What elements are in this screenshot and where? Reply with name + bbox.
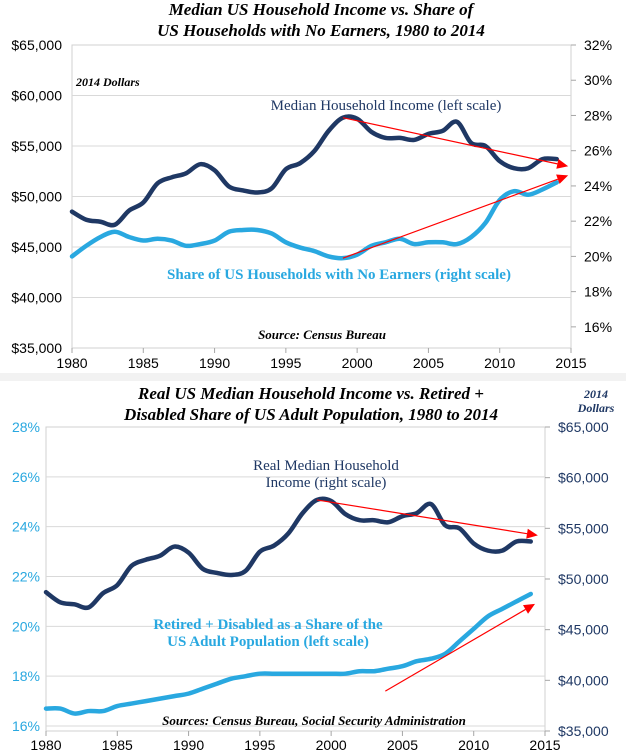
left-axis-tick-label: $45,000 [11,239,62,255]
right-axis-tick-label: 28% [584,107,612,123]
trend-arrow-line-0 [316,499,528,535]
chart-2-title-line-1: Real US Median Household Income vs. Reti… [137,384,484,403]
left-axis-tick-label: 18% [12,668,40,684]
chart-2-series-label-retired-line-2: US Adult Population (left scale) [167,634,369,650]
left-axis-tick-label: $55,000 [11,138,62,154]
x-axis-tick-label: 2000 [342,355,373,371]
right-axis-tick-label: $35,000 [558,723,609,739]
series-line-1 [43,591,533,716]
trend-arrow-head-1 [556,174,569,184]
right-axis-tick-label: $40,000 [558,672,609,688]
chart-2-title-line-2: Disabled Share of US Adult Population, 1… [123,405,498,424]
x-axis-tick-label: 1985 [128,355,159,371]
x-axis-tick-label: 1980 [30,737,61,753]
right-axis-tick-label: $45,000 [558,622,609,638]
trend-arrow-line-1 [342,178,559,259]
chart-1-left-axis: $35,000 $40,000 $45,000 $50,000 $55,000 $60,0… [11,37,62,356]
chart-1-source: Source: Census Bureau [258,327,386,342]
left-axis-tick-label: $35,000 [11,340,62,356]
chart-2-series-label-income-line-1: Real Median Household [253,458,399,474]
trend-arrow-line-1 [385,608,526,692]
chart-2-series-label-retired-line-1: Retired + Disabled as a Share of the [153,617,383,633]
series-line-0 [69,114,559,228]
chart-1-series-label-no-earners: Share of US Households with No Earners (… [167,267,511,283]
chart-2-trend-arrows [316,499,538,692]
left-axis-tick-label: 26% [12,469,40,485]
right-axis-tick-label: 32% [584,37,612,53]
chart-1-series-label-income: Median Household Income (left scale) [271,98,502,114]
x-axis-tick-label: 2010 [458,737,489,753]
chart-1-right-axis: 16% 18% 20% 22% 24% 26% 28% 30% 32% [571,37,612,335]
chart-1-title-line-1: Median US Household Income vs. Share of [168,0,476,19]
right-axis-tick-label: $50,000 [558,571,609,587]
chart-2-gridlines [46,476,545,727]
left-axis-tick-label: $60,000 [11,88,62,104]
right-axis-tick-label: 30% [584,72,612,88]
x-axis-tick-label: 2005 [387,737,418,753]
left-axis-tick-label: $40,000 [11,290,62,306]
x-axis-tick-label: 2010 [484,355,515,371]
chart-2-x-axis: 1980 1985 1990 1995 2000 2005 2010 2015 [30,731,561,753]
series-line-1 [69,180,559,261]
chart-1-title-line-2: US Households with No Earners, 1980 to 2… [157,21,485,40]
chart-2-right-axis: $35,000 $40,000 $45,000 $50,000 $55,000 $60,0… [545,419,609,739]
chart-1-trend-arrows [342,117,569,259]
right-axis-tick-label: 24% [584,178,612,194]
right-axis-tick-label: 18% [584,284,612,300]
x-axis-tick-label: 1985 [102,737,133,753]
x-axis-tick-label: 2015 [555,355,586,371]
chart-2-unit-note-line-1: 2014 [583,387,608,401]
chart-1-x-axis: 1980 1985 1990 1995 2000 2005 2010 2015 [56,348,587,371]
left-axis-tick-label: 22% [12,569,40,585]
chart-separator [0,373,626,381]
chart-1-series [69,114,559,261]
right-axis-tick-label: 20% [584,248,612,264]
trend-arrow-line-0 [342,117,558,165]
chart-1-unit-note: 2014 Dollars [75,75,140,89]
x-axis-tick-label: 1995 [244,737,275,753]
right-axis-tick-label: $60,000 [558,470,609,486]
x-axis-tick-label: 2000 [316,737,347,753]
right-axis-tick-label: $55,000 [558,520,609,536]
x-axis-tick-label: 2005 [413,355,444,371]
left-axis-tick-label: 16% [12,718,40,734]
right-axis-tick-label: $65,000 [558,419,609,435]
x-axis-tick-label: 1990 [173,737,204,753]
left-axis-tick-label: $50,000 [11,189,62,205]
trend-arrow-head-0 [556,158,569,169]
chart-1: Median US Household Income vs. Share of … [0,0,626,373]
right-axis-tick-label: 22% [584,213,612,229]
right-axis-tick-label: 16% [584,319,612,335]
series-line-0 [43,496,533,611]
left-axis-tick-label: 28% [12,419,40,435]
chart-2-plot-area [45,426,546,732]
x-axis-tick-label: 1995 [270,355,301,371]
left-axis-tick-label: $65,000 [11,37,62,53]
chart-2-left-axis: 16% 18% 20% 22% 24% 26% 28% [12,419,40,734]
x-axis-tick-label: 1980 [56,355,87,371]
left-axis-tick-label: 20% [12,618,40,634]
left-axis-tick-label: 24% [12,519,40,535]
chart-2-series-label-income-line-2: Income (right scale) [266,475,387,491]
x-axis-tick-label: 1990 [199,355,230,371]
chart-2: Real US Median Household Income vs. Reti… [12,384,615,753]
x-axis-tick-label: 2015 [529,737,560,753]
chart-2-source: Sources: Census Bureau, Social Security … [162,713,466,728]
right-axis-tick-label: 26% [584,143,612,159]
chart-2-unit-note-line-2: Dollars [577,401,615,415]
trend-arrow-head-0 [526,528,538,539]
chart-2-series [43,496,533,716]
trend-arrow-head-1 [522,603,536,614]
